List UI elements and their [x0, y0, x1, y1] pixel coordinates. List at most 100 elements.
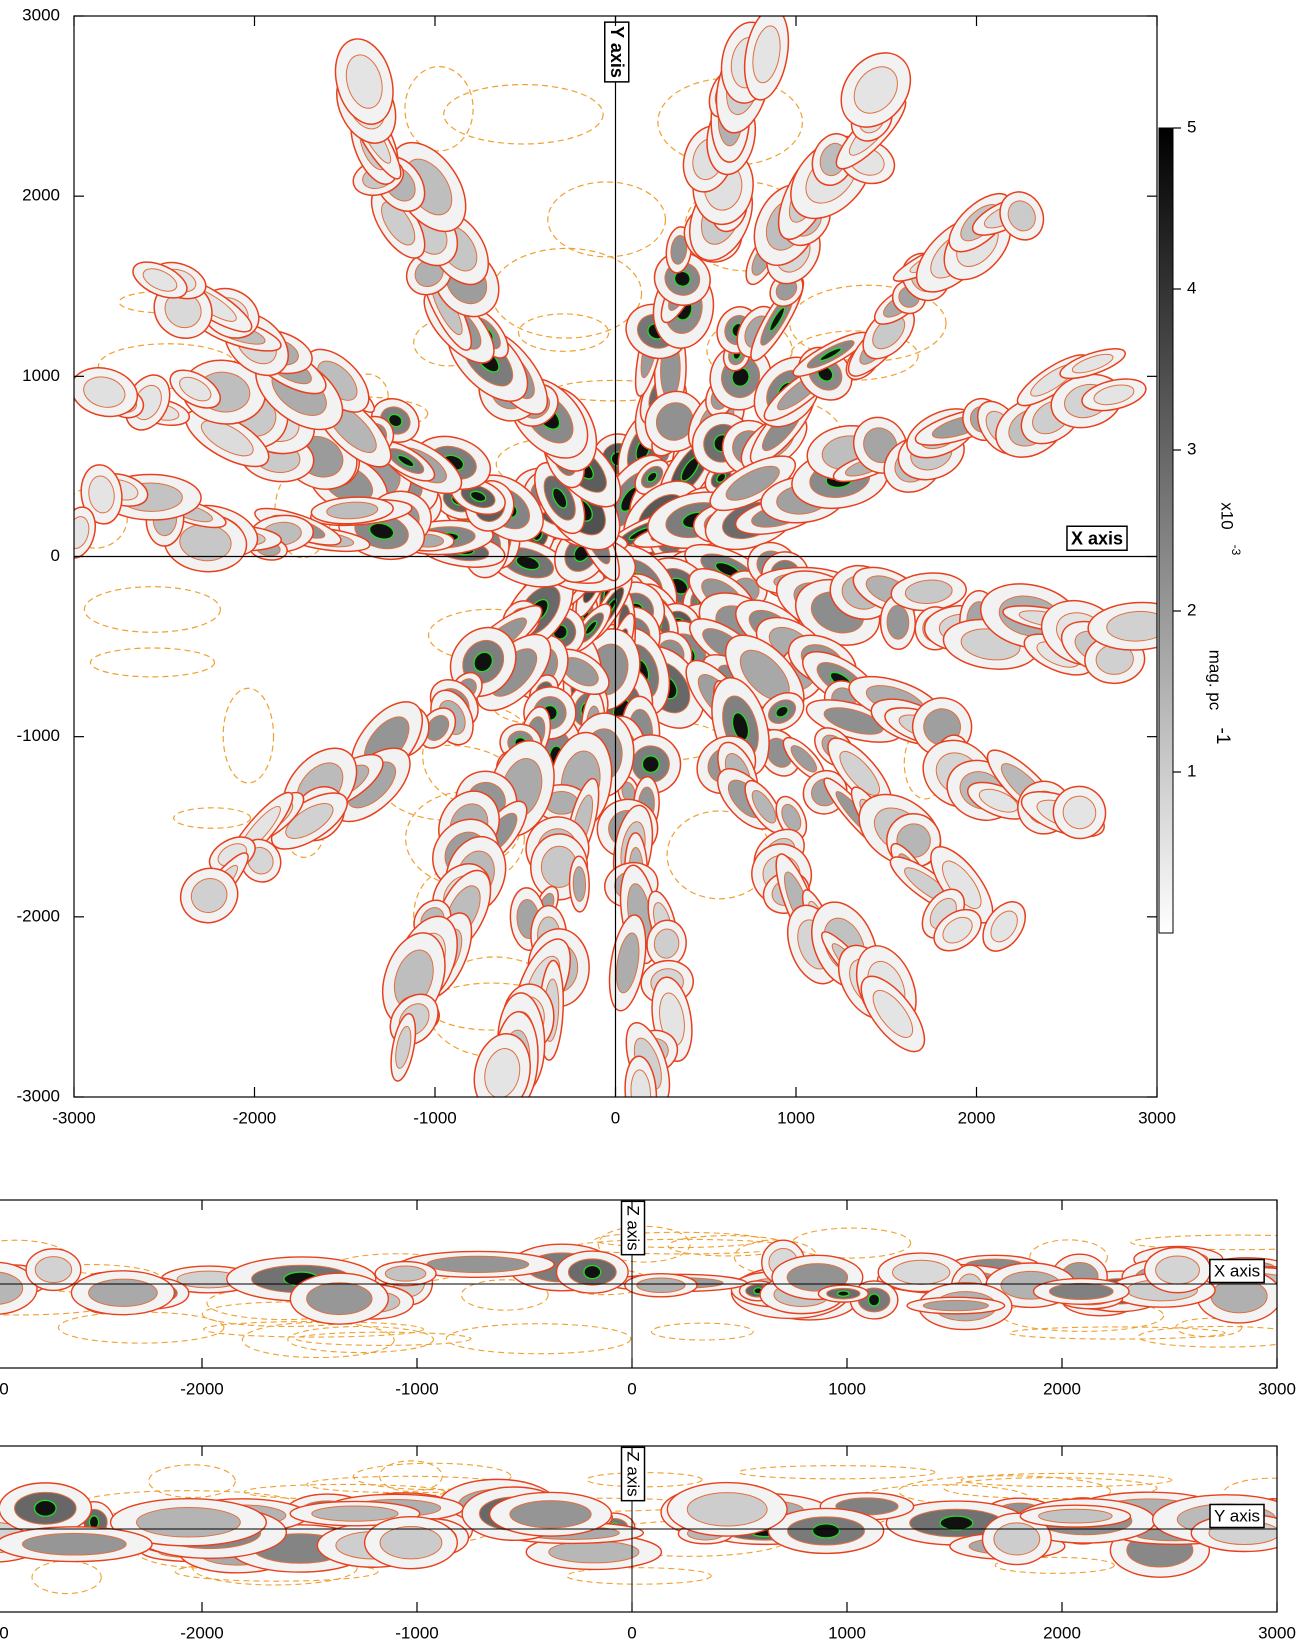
density-blob — [142, 268, 178, 292]
colorbar-unit: mag. pc -1 — [1206, 650, 1233, 745]
contour — [1081, 378, 1147, 412]
contour — [1019, 1504, 1132, 1528]
axis-label: Z axis — [624, 1451, 643, 1496]
contour — [202, 1320, 425, 1338]
contour — [488, 1491, 613, 1537]
x-tick-label: -2000 — [180, 1623, 223, 1640]
density-blob — [886, 604, 910, 640]
axis-label: X axis — [1214, 1261, 1260, 1280]
density-blob — [21, 1532, 127, 1556]
x-tick-label: -1000 — [395, 1623, 438, 1640]
density-blob — [904, 579, 953, 604]
colorbar-unit-label: mag. pc — [1206, 650, 1225, 711]
density-blob — [484, 1048, 521, 1097]
density-blob — [88, 1278, 158, 1307]
density-blob — [942, 916, 973, 944]
density-blob — [853, 66, 898, 114]
density-blob — [686, 1492, 768, 1527]
density-blob — [1155, 1255, 1200, 1285]
axis-label-box: Y axis — [1209, 1503, 1265, 1529]
density-blob — [653, 928, 680, 959]
contour — [819, 347, 842, 362]
contour — [673, 270, 691, 287]
contour — [624, 1273, 698, 1298]
contour — [960, 1472, 1173, 1488]
contour — [80, 464, 123, 525]
contour — [174, 1561, 379, 1582]
density-blob — [74, 516, 90, 549]
label-frame — [604, 21, 630, 83]
contour — [404, 66, 474, 152]
x-tick-label: 2000 — [1043, 1623, 1081, 1640]
density-blob — [1007, 200, 1036, 232]
contour — [1130, 1234, 1277, 1251]
density-blob — [306, 1282, 373, 1316]
contour — [1032, 1277, 1130, 1305]
colorbar-tick-label: 2 — [1187, 600, 1196, 619]
y-tick-label: -3000 — [17, 1086, 60, 1105]
contour — [289, 1272, 390, 1325]
y-tick-label: 3000 — [22, 5, 60, 24]
density-blob — [670, 234, 688, 265]
density-map — [0, 1460, 1277, 1595]
contour — [173, 807, 252, 829]
contour — [906, 1296, 1006, 1315]
density-blob — [190, 878, 228, 913]
contour — [597, 1225, 691, 1263]
axis-label: Y axis — [607, 26, 627, 78]
axis-label: Z axis — [624, 1205, 643, 1250]
density-blob — [892, 1259, 951, 1285]
contour — [517, 313, 610, 352]
colorbar-scale-label: x10 — [1218, 502, 1237, 529]
contour — [0, 1526, 153, 1563]
density-blob — [790, 745, 818, 773]
contour — [287, 1325, 435, 1354]
contour — [469, 490, 487, 503]
contour — [566, 1567, 712, 1585]
contour — [867, 1293, 881, 1307]
axis-label-box: Z axis — [620, 1200, 646, 1256]
contour — [624, 1055, 658, 1097]
contour — [586, 1472, 703, 1488]
colorbar-scale-exponent: -3 — [1229, 545, 1243, 556]
density-blob — [1038, 1508, 1113, 1524]
density-blob — [636, 1277, 686, 1293]
y-tick-label: -2000 — [17, 906, 60, 925]
x-tick-label: -2000 — [233, 1108, 276, 1127]
x-tick-label: 0 — [627, 1623, 636, 1640]
label-frame — [1209, 1503, 1265, 1529]
contour — [132, 261, 188, 299]
contour — [368, 522, 395, 540]
label-frame — [620, 1446, 646, 1502]
x-tick-label: -1000 — [413, 1108, 456, 1127]
contour — [179, 867, 239, 924]
y-tick-label: -1000 — [17, 726, 60, 745]
x-tick-label: 0 — [627, 1379, 636, 1398]
contour — [860, 975, 926, 1053]
contour — [716, 472, 727, 483]
axis-label-box: X axis — [1209, 1258, 1265, 1284]
density-blob — [379, 1525, 443, 1560]
x-tick-label: -3000 — [52, 1108, 95, 1127]
contour — [981, 1512, 1052, 1566]
density-blob — [345, 54, 383, 109]
contour — [939, 1515, 974, 1531]
density-blob — [1048, 1282, 1114, 1300]
contour — [169, 369, 221, 409]
contour — [70, 1270, 176, 1316]
contour — [552, 487, 568, 509]
density-blob — [179, 376, 212, 402]
contour — [897, 1475, 1112, 1508]
x-tick-label: 3000 — [1138, 1108, 1176, 1127]
contour — [443, 83, 604, 145]
x-tick-label: 1000 — [777, 1108, 815, 1127]
contour — [789, 330, 919, 381]
axis-label: Y axis — [1214, 1506, 1260, 1525]
density-blob — [630, 1069, 652, 1097]
axis-label-box: X axis — [1066, 525, 1128, 551]
contour — [374, 1260, 437, 1287]
contour — [738, 1465, 936, 1480]
contour — [1059, 348, 1126, 380]
contour — [666, 1481, 788, 1537]
